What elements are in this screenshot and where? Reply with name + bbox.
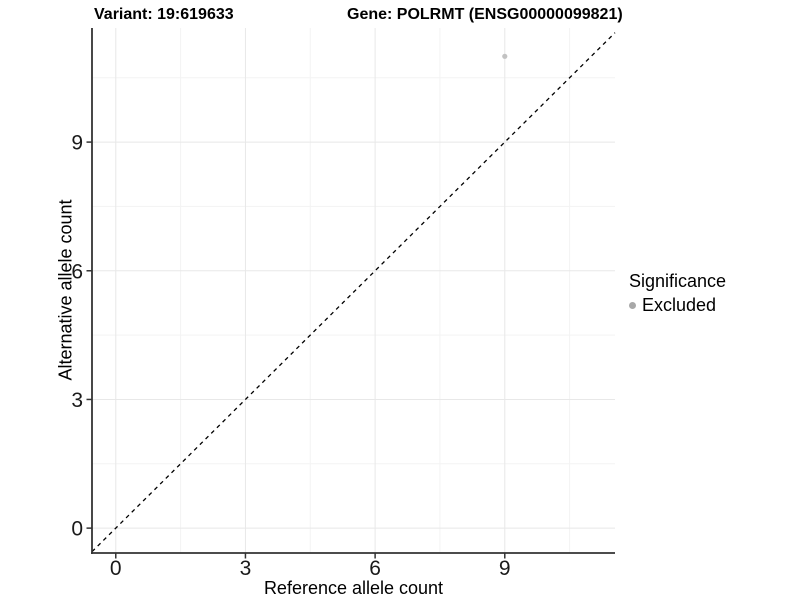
- x-tick-label: 6: [369, 557, 381, 580]
- x-tick-label: 9: [499, 557, 511, 580]
- gene-title: Gene: POLRMT (ENSG00000099821): [347, 6, 623, 23]
- y-tick-label: 0: [71, 518, 83, 541]
- x-tick-label: 3: [240, 557, 252, 580]
- identity-line: [91, 32, 616, 553]
- legend-item-excluded: Excluded: [629, 295, 726, 316]
- x-axis-title: Reference allele count: [263, 578, 444, 598]
- legend-title: Significance: [629, 271, 727, 291]
- data-point: [502, 53, 508, 59]
- y-axis-title: Alternative allele count: [55, 199, 76, 381]
- legend-item-label: Excluded: [642, 295, 717, 315]
- y-tick-label: 9: [71, 132, 83, 155]
- variant-title: Variant: 19:619633: [94, 6, 234, 23]
- legend: Significance Excluded: [629, 271, 726, 316]
- y-tick-label: 6: [71, 260, 83, 283]
- x-tick-label: 0: [110, 557, 122, 580]
- y-tick-label: 3: [71, 389, 83, 412]
- legend-point-icon: [629, 302, 636, 309]
